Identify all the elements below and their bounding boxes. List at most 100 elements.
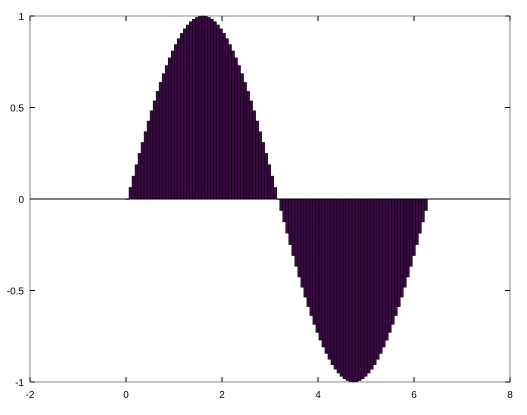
bar <box>141 142 144 199</box>
bar <box>168 58 171 199</box>
bar <box>147 121 150 199</box>
bar <box>171 51 174 199</box>
bar <box>186 25 189 199</box>
bar <box>138 153 141 199</box>
bar <box>334 199 337 369</box>
bar <box>358 199 361 381</box>
bar <box>225 39 228 199</box>
bar <box>268 165 271 199</box>
bar <box>216 25 219 199</box>
bar <box>153 101 156 199</box>
bar <box>210 19 213 199</box>
bar <box>162 74 165 199</box>
bar <box>385 199 388 340</box>
bar <box>370 199 373 369</box>
bar <box>310 199 313 316</box>
bar <box>283 199 286 222</box>
bar <box>165 66 168 199</box>
bar <box>343 199 346 379</box>
bar <box>150 111 153 199</box>
bar <box>376 199 379 359</box>
bar <box>304 199 307 297</box>
bar <box>388 199 391 332</box>
bar <box>156 91 159 199</box>
bar <box>421 199 424 222</box>
bar <box>207 17 210 199</box>
bar <box>232 51 235 199</box>
bar <box>424 199 427 211</box>
bar <box>313 199 316 324</box>
bar <box>238 66 241 199</box>
y-tick-label: 0 <box>18 195 24 206</box>
bar <box>331 199 334 365</box>
bar <box>355 199 358 382</box>
bar <box>301 199 304 287</box>
bar <box>412 199 415 256</box>
bar <box>337 199 340 373</box>
bar <box>174 45 177 199</box>
bar <box>280 199 283 211</box>
bar <box>295 199 298 266</box>
x-tick-label: 4 <box>315 390 321 401</box>
bar <box>352 199 355 382</box>
bar <box>340 199 343 376</box>
bar <box>253 111 256 199</box>
bar <box>132 176 135 199</box>
bar <box>256 121 259 199</box>
bar <box>319 199 322 340</box>
bar <box>241 74 244 199</box>
bar <box>235 58 238 199</box>
bar <box>298 199 301 277</box>
bar <box>201 16 204 199</box>
y-tick-label: 1 <box>18 12 24 23</box>
bar <box>406 199 409 277</box>
bar <box>409 199 412 266</box>
bar <box>195 17 198 199</box>
x-tick-label: -2 <box>26 390 35 401</box>
bar <box>322 199 325 347</box>
bar <box>361 199 364 379</box>
bar <box>244 82 247 199</box>
x-tick-label: 8 <box>507 390 513 401</box>
bar <box>367 199 370 373</box>
bar <box>129 187 132 199</box>
bar <box>397 199 400 307</box>
bar <box>265 153 268 199</box>
bar <box>222 33 225 199</box>
bar <box>228 45 231 199</box>
bar <box>180 33 183 199</box>
x-tick-label: 2 <box>219 390 225 401</box>
bar <box>292 199 295 256</box>
x-tick-label: 6 <box>411 390 417 401</box>
bar <box>192 19 195 199</box>
bar <box>189 22 192 199</box>
bar <box>328 199 331 359</box>
bar <box>286 199 289 233</box>
bar <box>349 199 352 382</box>
y-tick-label: -1 <box>15 378 24 389</box>
bar <box>418 199 421 233</box>
bar <box>250 101 253 199</box>
bar <box>316 199 319 332</box>
bar <box>204 16 207 199</box>
bar <box>135 165 138 199</box>
bar <box>394 199 397 316</box>
bar <box>219 29 222 199</box>
x-tick-label: 0 <box>123 390 129 401</box>
bar <box>247 91 250 199</box>
bar <box>144 132 147 199</box>
bar <box>379 199 382 353</box>
bar <box>382 199 385 347</box>
bar <box>198 16 201 199</box>
bar <box>159 82 162 199</box>
bar <box>346 199 349 381</box>
bar <box>177 39 180 199</box>
bar <box>259 132 262 199</box>
bar <box>400 199 403 297</box>
bar <box>373 199 376 365</box>
bar <box>271 176 274 199</box>
bar <box>391 199 394 324</box>
bar <box>307 199 310 307</box>
bar <box>415 199 418 245</box>
